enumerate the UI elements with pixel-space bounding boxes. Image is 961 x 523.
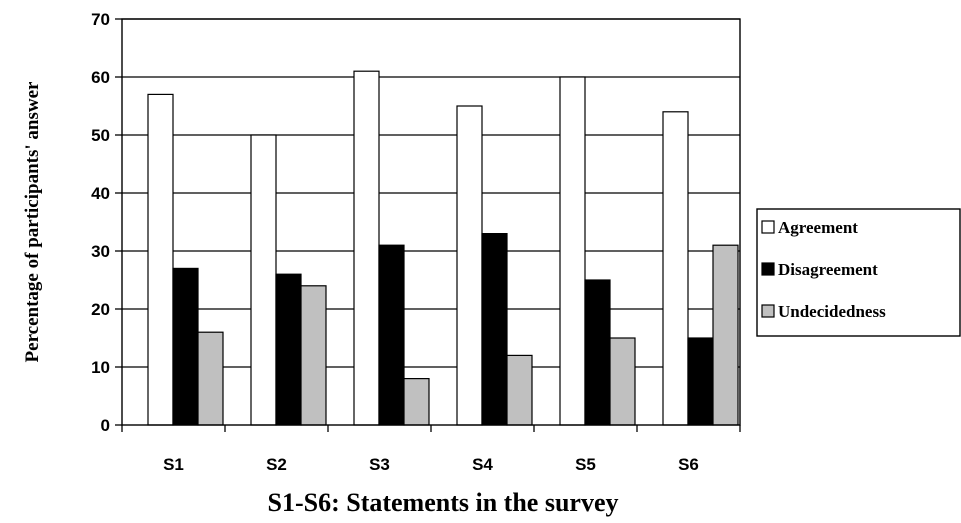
bar-agreement-s6 <box>662 111 689 426</box>
x-tick-label: S4 <box>472 455 493 474</box>
bar-disagreement-s2 <box>275 273 302 426</box>
x-tick-label: S2 <box>266 455 287 474</box>
bar-undecidedness-s3 <box>403 378 430 426</box>
y-tick-label: 20 <box>91 300 110 319</box>
legend-swatch-disagreement <box>761 262 775 276</box>
bar-undecidedness-s4 <box>506 354 533 426</box>
y-tick-label: 70 <box>91 10 110 29</box>
legend-swatch-agreement <box>761 220 775 234</box>
x-tick-label: S1 <box>163 455 184 474</box>
y-tick-label: 40 <box>91 184 110 203</box>
bar-disagreement-s5 <box>584 279 611 426</box>
legend: Agreement Disagreement Undecidedness <box>756 208 961 337</box>
legend-entry-agreement: Agreement <box>778 218 858 237</box>
bar-undecidedness-s6 <box>712 244 739 426</box>
x-tick-labels: S1 S2 S3 S4 S5 S6 <box>121 425 741 474</box>
y-tick-label: 30 <box>91 242 110 261</box>
bars <box>147 70 739 426</box>
y-tick-label: 60 <box>91 68 110 87</box>
bar-disagreement-s4 <box>481 233 508 426</box>
bar-agreement-s2 <box>250 134 277 426</box>
y-tick-label: 10 <box>91 358 110 377</box>
bar-agreement-s4 <box>456 105 483 426</box>
bar-agreement-s5 <box>559 76 586 426</box>
bar-disagreement-s3 <box>378 244 405 426</box>
legend-box <box>756 208 961 337</box>
bar-undecidedness-s5 <box>609 337 636 426</box>
bar-disagreement-s1 <box>172 267 199 426</box>
bar-disagreement-s6 <box>687 337 714 426</box>
bar-undecidedness-s1 <box>197 331 224 426</box>
legend-entry-disagreement: Disagreement <box>778 260 878 279</box>
x-tick-label: S5 <box>575 455 596 474</box>
bar-agreement-s3 <box>353 70 380 426</box>
x-tick-label: S6 <box>678 455 699 474</box>
y-tick-label: 50 <box>91 126 110 145</box>
x-axis-label: S1-S6: Statements in the survey <box>268 488 619 517</box>
legend-entry-undecidedness: Undecidedness <box>778 302 886 321</box>
legend-swatch-undecidedness <box>761 304 775 318</box>
bar-agreement-s1 <box>147 93 174 426</box>
y-tick-labels: 0 10 20 30 40 50 60 70 <box>91 10 110 435</box>
x-tick-label: S3 <box>369 455 390 474</box>
y-tick-label: 0 <box>101 416 110 435</box>
y-axis-label: Percentage of participants' answer <box>22 81 43 362</box>
bar-undecidedness-s2 <box>300 285 327 426</box>
